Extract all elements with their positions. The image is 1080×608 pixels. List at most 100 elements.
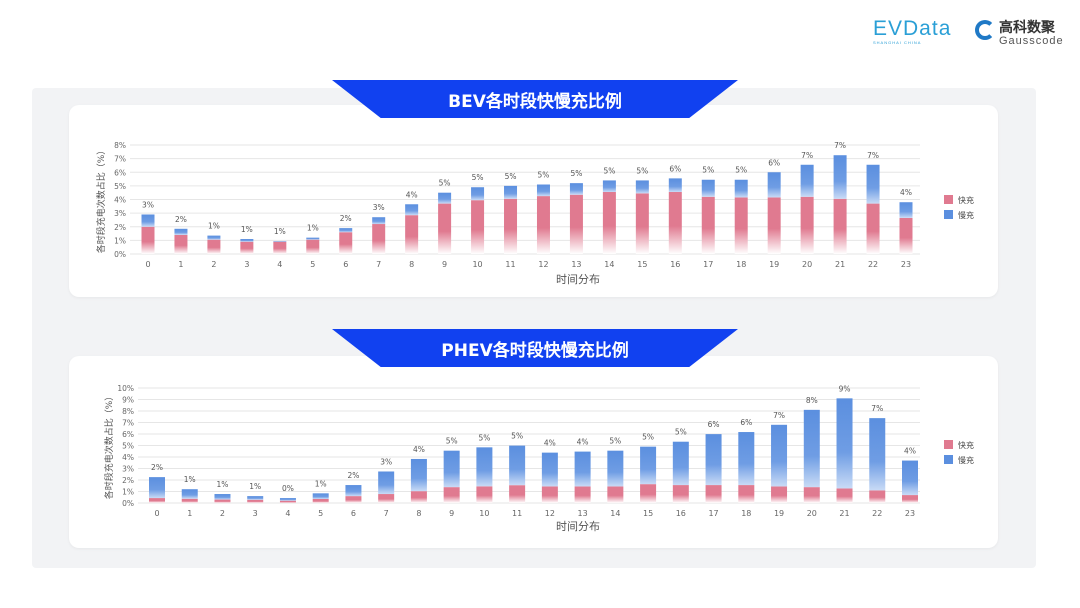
slow-charge-bar — [339, 228, 353, 233]
fast-charge-bar — [306, 239, 320, 254]
fast-charge-bar — [771, 486, 788, 503]
slow-charge-bar — [602, 180, 616, 193]
slow-charge-bar — [141, 214, 155, 227]
fast-charge-bar — [602, 192, 616, 254]
data-label: 5% — [439, 179, 451, 188]
legend-label: 快充 — [958, 195, 974, 205]
x-axis-title: 时间分布 — [556, 273, 600, 286]
x-tick-label: 5 — [310, 260, 315, 269]
fast-charge-bar — [902, 495, 918, 503]
data-label: 1% — [274, 227, 286, 236]
x-tick-label: 1 — [178, 260, 183, 269]
data-label: 2% — [151, 463, 163, 472]
x-tick-label: 23 — [905, 509, 915, 518]
fast-charge-bar — [899, 217, 913, 254]
slow-charge-bar — [247, 496, 264, 500]
slow-charge-bar — [372, 217, 386, 225]
slow-charge-bar — [635, 180, 649, 194]
x-tick-label: 16 — [676, 509, 686, 518]
y-tick-label: 6% — [114, 168, 126, 177]
y-tick-label: 3% — [122, 465, 134, 474]
data-label: 1% — [315, 479, 327, 488]
data-label: 4% — [544, 439, 556, 448]
evdata-logo: EVData SHANGHAI CHINA — [873, 17, 952, 46]
slow-charge-bar — [509, 445, 526, 486]
x-tick-label: 3 — [244, 260, 249, 269]
data-label: 3% — [373, 203, 385, 212]
slow-charge-bar — [803, 409, 820, 488]
slow-charge-bar — [672, 441, 689, 486]
slow-charge-bar — [833, 155, 847, 199]
data-label: 0% — [282, 484, 294, 493]
data-label: 7% — [801, 151, 813, 160]
data-label: 4% — [406, 190, 418, 199]
slow-charge-bar — [869, 418, 886, 491]
fast-charge-bar — [569, 194, 583, 254]
data-label: 8% — [806, 396, 818, 405]
slow-charge-bar — [767, 172, 781, 198]
slow-charge-bar — [378, 471, 395, 495]
slow-charge-bar — [541, 452, 558, 487]
slow-charge-bar — [240, 239, 254, 242]
fast-charge-bar — [509, 485, 526, 503]
fast-charge-bar — [372, 224, 386, 254]
data-label: 5% — [642, 433, 654, 442]
x-tick-label: 6 — [351, 509, 356, 518]
slow-charge-bar — [734, 179, 748, 198]
slow-charge-bar — [279, 498, 296, 501]
fast-charge-bar — [672, 485, 689, 503]
x-tick-label: 20 — [807, 509, 817, 518]
slow-charge-bar — [312, 493, 329, 499]
slow-charge-bar — [207, 235, 221, 240]
fast-charge-bar — [149, 498, 165, 503]
data-label: 7% — [871, 404, 883, 413]
slow-charge-bar — [410, 458, 427, 492]
x-tick-label: 14 — [604, 260, 614, 269]
fast-charge-bar — [471, 200, 485, 254]
y-tick-label: 7% — [122, 419, 134, 428]
slow-charge-bar — [438, 192, 452, 204]
data-label: 6% — [708, 420, 720, 429]
y-tick-label: 0% — [114, 250, 126, 259]
data-label: 1% — [184, 475, 196, 484]
phev-chart-title: PHEV各时段快慢充比例 — [332, 329, 738, 367]
data-label: 5% — [702, 166, 714, 175]
x-tick-label: 9 — [449, 509, 454, 518]
x-tick-label: 0 — [145, 260, 150, 269]
x-tick-label: 21 — [839, 509, 849, 518]
fast-charge-bar — [405, 215, 419, 254]
data-label: 5% — [675, 428, 687, 437]
y-tick-label: 5% — [122, 442, 134, 451]
y-tick-label: 3% — [114, 209, 126, 218]
slow-charge-bar — [836, 398, 853, 489]
x-tick-label: 1 — [187, 509, 192, 518]
slow-charge-bar — [345, 485, 362, 497]
slow-charge-bar — [902, 460, 918, 496]
data-label: 5% — [735, 166, 747, 175]
fast-charge-bar — [443, 487, 460, 503]
x-tick-label: 16 — [670, 260, 680, 269]
y-tick-label: 10% — [117, 384, 134, 393]
data-label: 5% — [446, 437, 458, 446]
x-tick-label: 4 — [277, 260, 282, 269]
fast-charge-bar — [378, 494, 395, 503]
slow-charge-bar — [476, 447, 493, 487]
data-label: 4% — [904, 447, 916, 456]
data-label: 4% — [900, 188, 912, 197]
fast-charge-bar — [279, 500, 296, 503]
y-axis-title: 各时段充电次数占比（%） — [103, 392, 115, 500]
x-tick-label: 4 — [285, 509, 290, 518]
data-label: 1% — [249, 482, 261, 491]
slow-charge-bar — [738, 432, 755, 486]
x-tick-label: 21 — [835, 260, 845, 269]
fast-charge-bar — [836, 488, 853, 503]
x-tick-label: 5 — [318, 509, 323, 518]
data-label: 5% — [570, 169, 582, 178]
y-tick-label: 5% — [114, 182, 126, 191]
y-tick-label: 7% — [114, 155, 126, 164]
gausscode-mark-icon — [975, 20, 995, 40]
fast-charge-bar — [803, 487, 820, 503]
x-tick-label: 20 — [802, 260, 812, 269]
slow-charge-bar — [569, 183, 583, 195]
y-tick-label: 9% — [122, 396, 134, 405]
